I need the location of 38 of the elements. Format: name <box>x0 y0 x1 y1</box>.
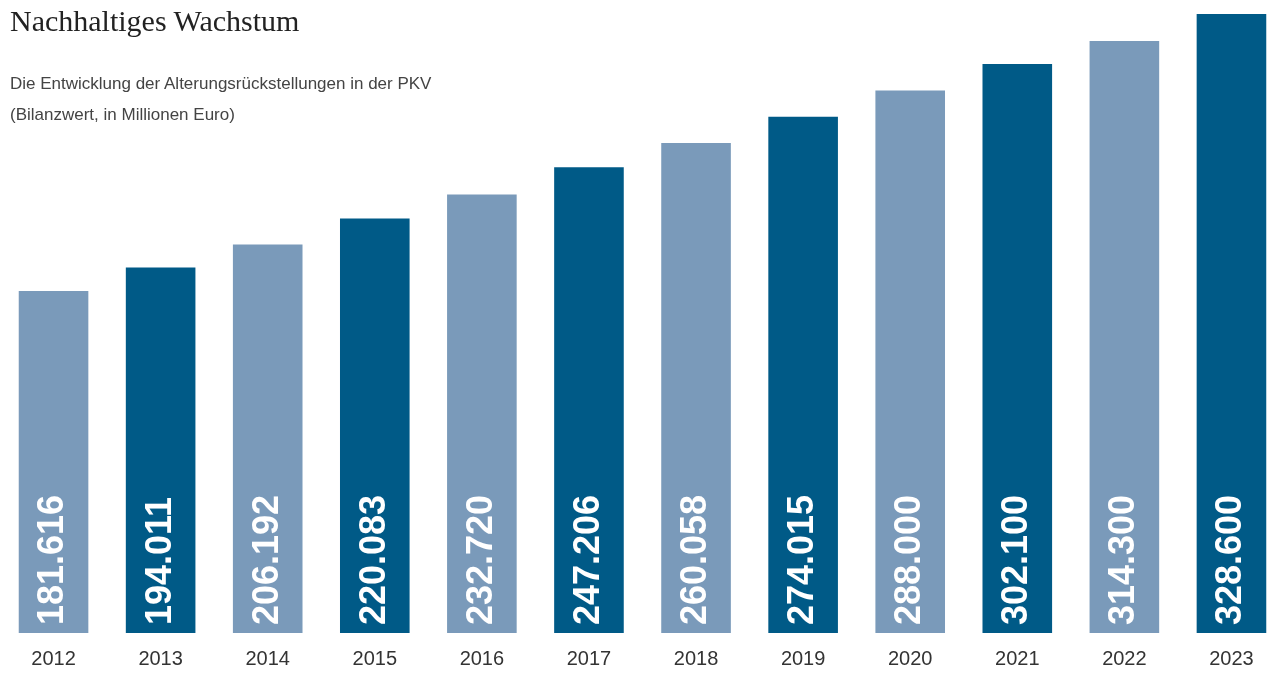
chart-title: Nachhaltiges Wachstum <box>10 4 300 38</box>
x-tick-label: 2015 <box>352 646 398 669</box>
x-tick-label: 2019 <box>780 646 826 669</box>
x-tick-label: 2017 <box>566 646 612 669</box>
data-label: 220.083 <box>351 494 393 625</box>
x-tick-label: 2020 <box>887 646 933 669</box>
data-label: 302.100 <box>994 494 1036 625</box>
x-tick-label: 2018 <box>673 646 719 669</box>
bar <box>1196 14 1267 633</box>
data-label: 274.015 <box>780 494 822 625</box>
bar <box>982 63 1053 633</box>
bar <box>1089 40 1160 633</box>
data-label: 194.011 <box>137 496 179 625</box>
x-tick-label: 2012 <box>31 646 76 669</box>
data-label: 232.720 <box>458 494 500 625</box>
bar <box>875 90 946 633</box>
x-tick-label: 2022 <box>1102 646 1147 669</box>
data-label: 314.300 <box>1101 494 1143 625</box>
text: Die Entwicklung der Alterungsrückstellungen in der PKV (Bilanzwert, in Millionen Euro) <box>10 73 433 126</box>
data-label: 247.206 <box>565 494 607 625</box>
x-tick-label: 2016 <box>459 646 505 669</box>
data-label: 260.058 <box>672 494 714 625</box>
bar <box>661 143 731 633</box>
bar <box>554 167 624 633</box>
bar <box>18 290 89 633</box>
bar <box>339 218 410 633</box>
data-label: 181.616 <box>30 494 72 625</box>
data-label: 288.000 <box>887 494 929 625</box>
bar <box>125 267 196 633</box>
data-label: 206.192 <box>244 494 286 625</box>
x-tick-label: 2023 <box>1209 646 1254 669</box>
bar <box>768 116 838 633</box>
x-tick-label: 2014 <box>245 646 290 669</box>
bar <box>447 194 517 633</box>
x-tick-label: 2021 <box>995 646 1040 669</box>
x-tick-label: 2013 <box>138 646 183 669</box>
bar <box>232 244 303 633</box>
data-label: 328.600 <box>1208 494 1250 625</box>
